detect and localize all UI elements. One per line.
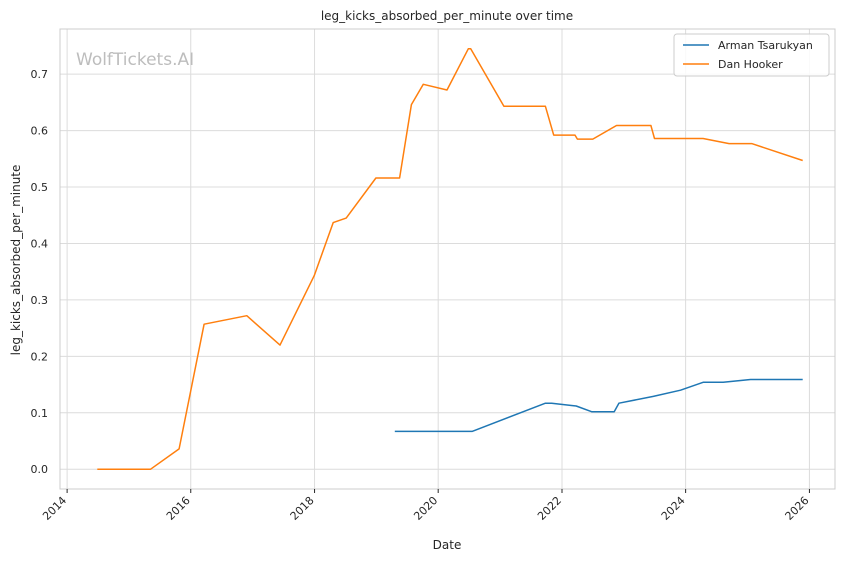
y-tick-label: 0.1 [31, 407, 49, 420]
y-tick-label: 0.4 [31, 237, 49, 250]
legend: Arman Tsarukyan Dan Hooker [673, 33, 830, 77]
legend-label-arman-tsarukyan: Arman Tsarukyan [718, 39, 813, 52]
y-tick-label: 0.7 [31, 68, 49, 81]
series-line-dan-hooker [97, 48, 803, 470]
legend-label-dan-hooker: Dan Hooker [718, 58, 783, 71]
x-tick-label: 2014 [40, 494, 69, 523]
x-axis-ticks: 2014 2016 2018 2020 2022 2024 2026 [40, 489, 812, 523]
series-line-arman-tsarukyan [394, 378, 803, 433]
x-axis-title: Date [433, 538, 462, 552]
series-layer [97, 48, 803, 470]
y-tick-label: 0.0 [31, 463, 49, 476]
watermark-text: WolfTickets.AI [76, 50, 194, 70]
grid-lines [60, 29, 835, 489]
x-tick-label: 2016 [164, 494, 193, 523]
x-tick-label: 2020 [411, 494, 440, 523]
x-tick-label: 2024 [659, 494, 688, 523]
y-tick-label: 0.3 [31, 294, 49, 307]
legend-box [673, 33, 830, 77]
x-tick-label: 2018 [288, 494, 317, 523]
plot-frame [59, 28, 836, 490]
y-tick-label: 0.2 [31, 350, 49, 363]
y-axis-title: leg_kicks_absorbed_per_minute [9, 165, 23, 356]
chart-title: leg_kicks_absorbed_per_minute over time [321, 9, 573, 23]
x-tick-label: 2022 [535, 494, 564, 523]
y-axis-ticks: 0.0 0.1 0.2 0.3 0.4 0.5 0.6 0.7 [31, 68, 49, 476]
y-tick-label: 0.6 [31, 125, 49, 138]
x-tick-label: 2026 [783, 494, 812, 523]
y-tick-label: 0.5 [31, 181, 49, 194]
